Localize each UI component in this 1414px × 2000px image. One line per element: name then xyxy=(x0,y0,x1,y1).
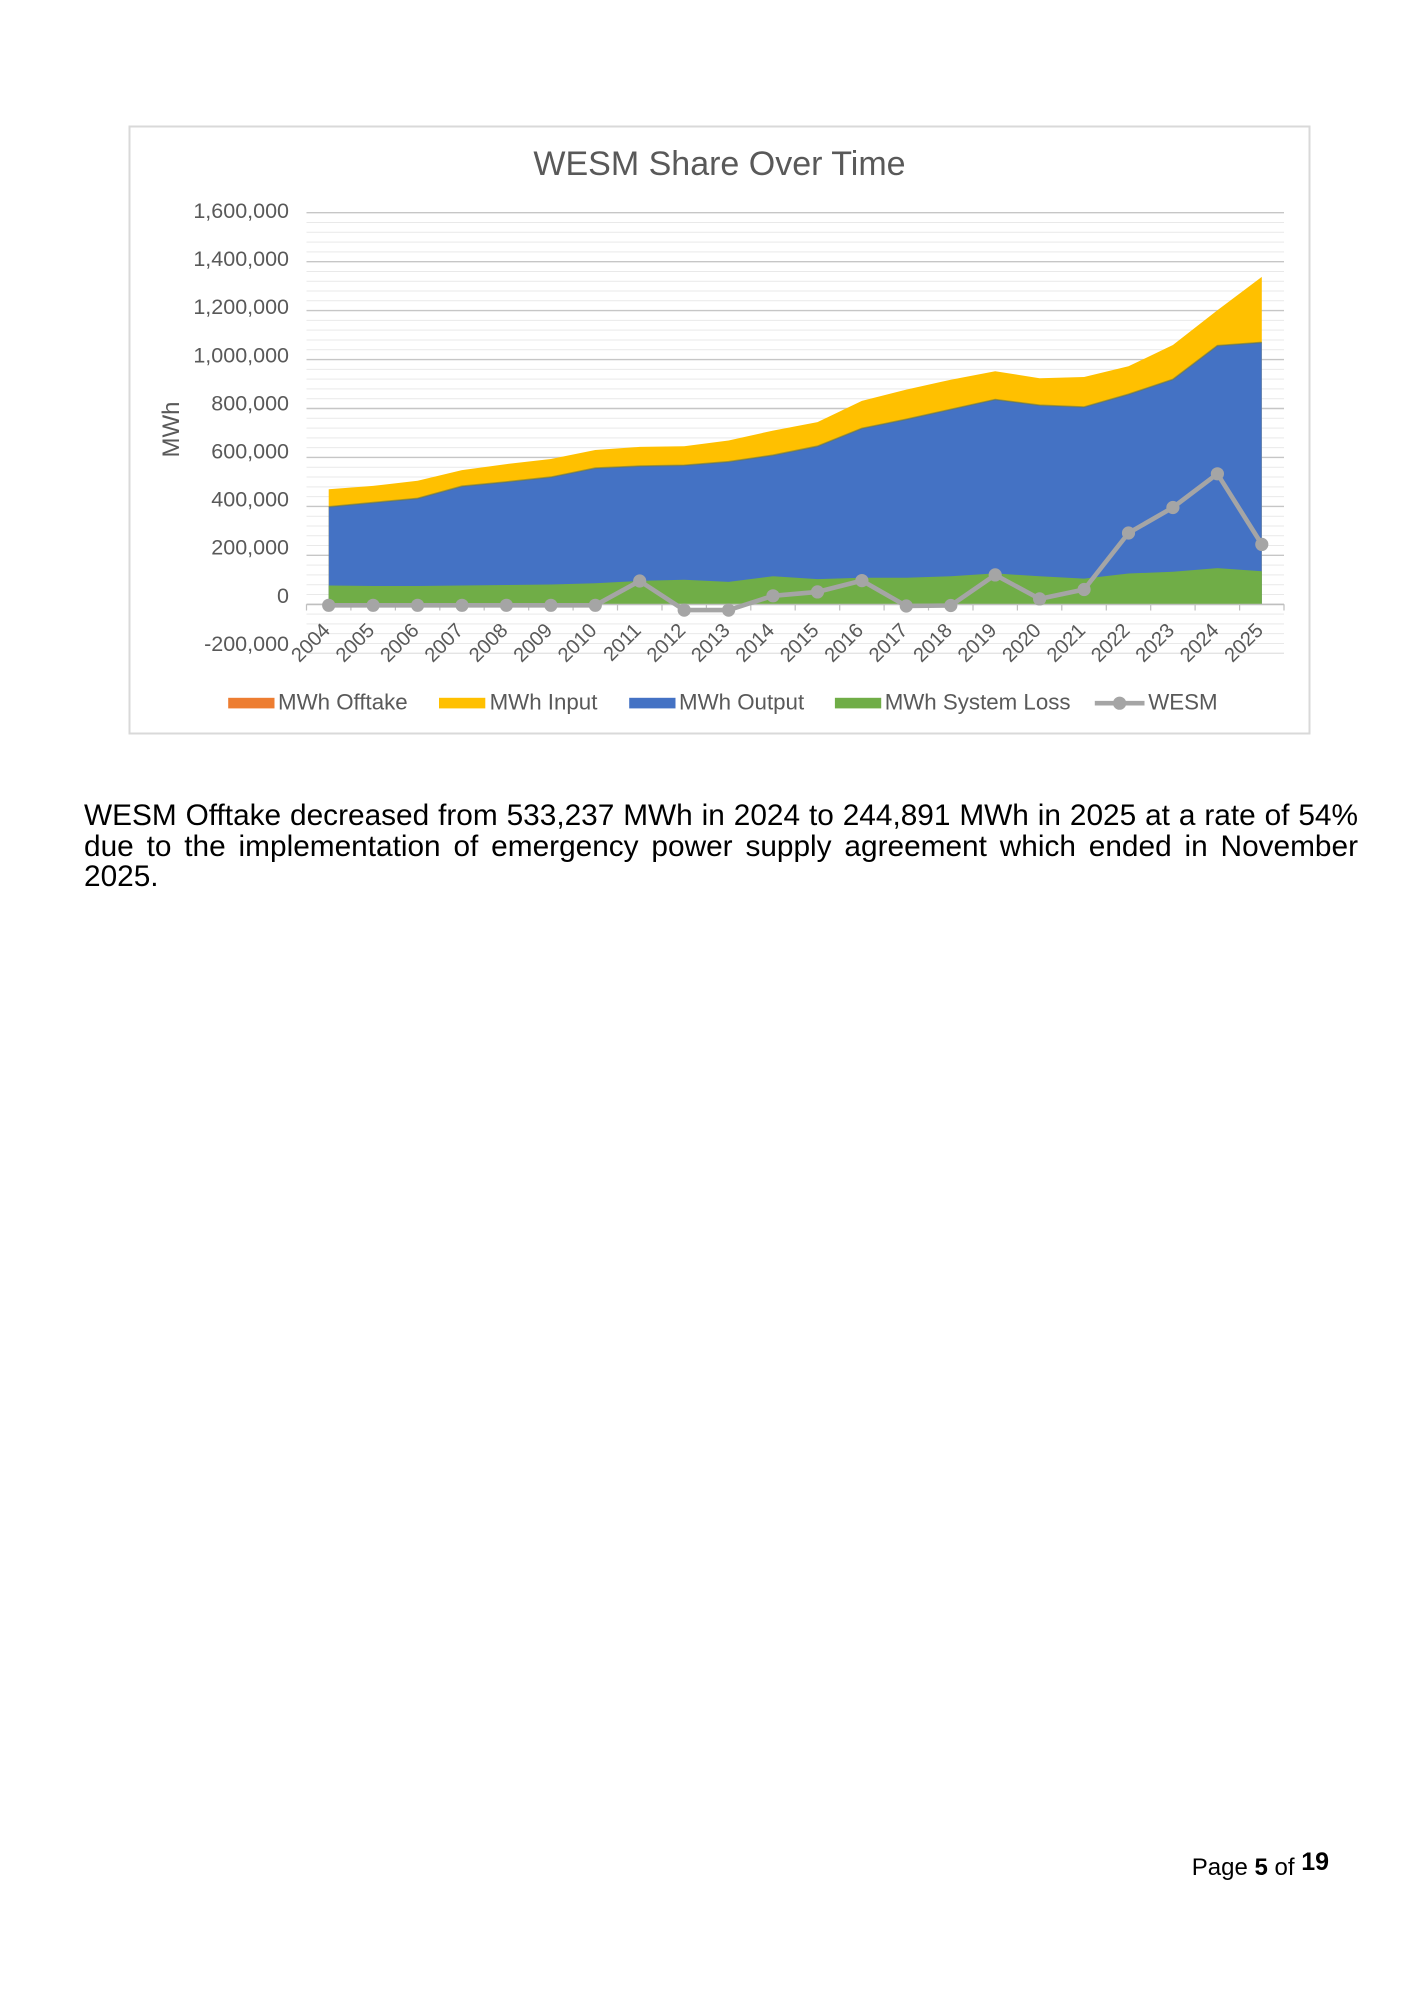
svg-text:MWh: MWh xyxy=(158,402,185,458)
svg-text:1,200,000: 1,200,000 xyxy=(193,295,289,319)
svg-text:MWh Offtake: MWh Offtake xyxy=(278,690,408,715)
svg-text:WESM: WESM xyxy=(1148,690,1217,715)
svg-text:MWh Input: MWh Input xyxy=(490,690,599,715)
svg-text:MWh System Loss: MWh System Loss xyxy=(885,690,1071,715)
svg-text:MWh Output: MWh Output xyxy=(679,690,805,715)
svg-text:1,000,000: 1,000,000 xyxy=(193,343,289,367)
svg-text:1,600,000: 1,600,000 xyxy=(193,199,289,223)
svg-text:400,000: 400,000 xyxy=(211,488,289,512)
svg-text:600,000: 600,000 xyxy=(211,440,289,464)
svg-text:WESM Share Over Time: WESM Share Over Time xyxy=(533,145,905,183)
svg-text:1,400,000: 1,400,000 xyxy=(193,247,289,271)
svg-text:-200,000: -200,000 xyxy=(204,632,289,656)
svg-text:200,000: 200,000 xyxy=(211,536,289,560)
svg-text:800,000: 800,000 xyxy=(211,391,289,415)
svg-text:0: 0 xyxy=(277,584,289,608)
